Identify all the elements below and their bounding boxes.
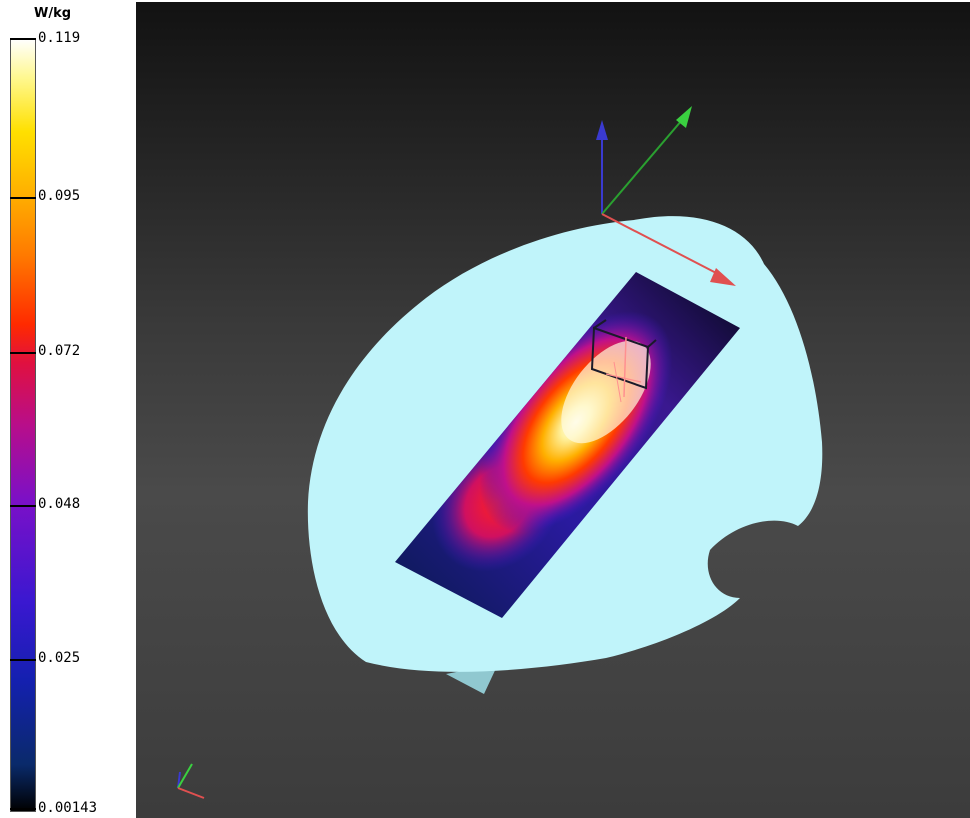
axis-triad bbox=[596, 106, 736, 286]
tick-label-min: 0.00143 bbox=[38, 800, 98, 816]
orientation-indicator bbox=[177, 763, 205, 799]
scene-svg bbox=[177, 106, 823, 799]
tick-label-5: 0.025 bbox=[38, 650, 81, 666]
tick-mark-2 bbox=[10, 197, 36, 199]
probe-outline bbox=[590, 319, 657, 403]
tick-label-max: 0.119 bbox=[38, 30, 81, 46]
tick-mark-4 bbox=[10, 505, 36, 507]
unit-label: W/kg bbox=[34, 6, 72, 21]
tick-mark-max bbox=[10, 38, 36, 40]
tick-mark-3 bbox=[10, 352, 36, 354]
tick-mark-5 bbox=[10, 659, 36, 661]
3d-viewport[interactable] bbox=[136, 2, 970, 818]
tick-label-4: 0.048 bbox=[38, 496, 81, 512]
tick-label-2: 0.095 bbox=[38, 188, 81, 204]
tick-mark-min bbox=[10, 808, 36, 810]
color-legend: W/kg 0.119 0.095 0.072 0.048 0.025 0.001… bbox=[0, 0, 134, 818]
colorbar bbox=[10, 38, 36, 812]
tick-label-3: 0.072 bbox=[38, 343, 81, 359]
